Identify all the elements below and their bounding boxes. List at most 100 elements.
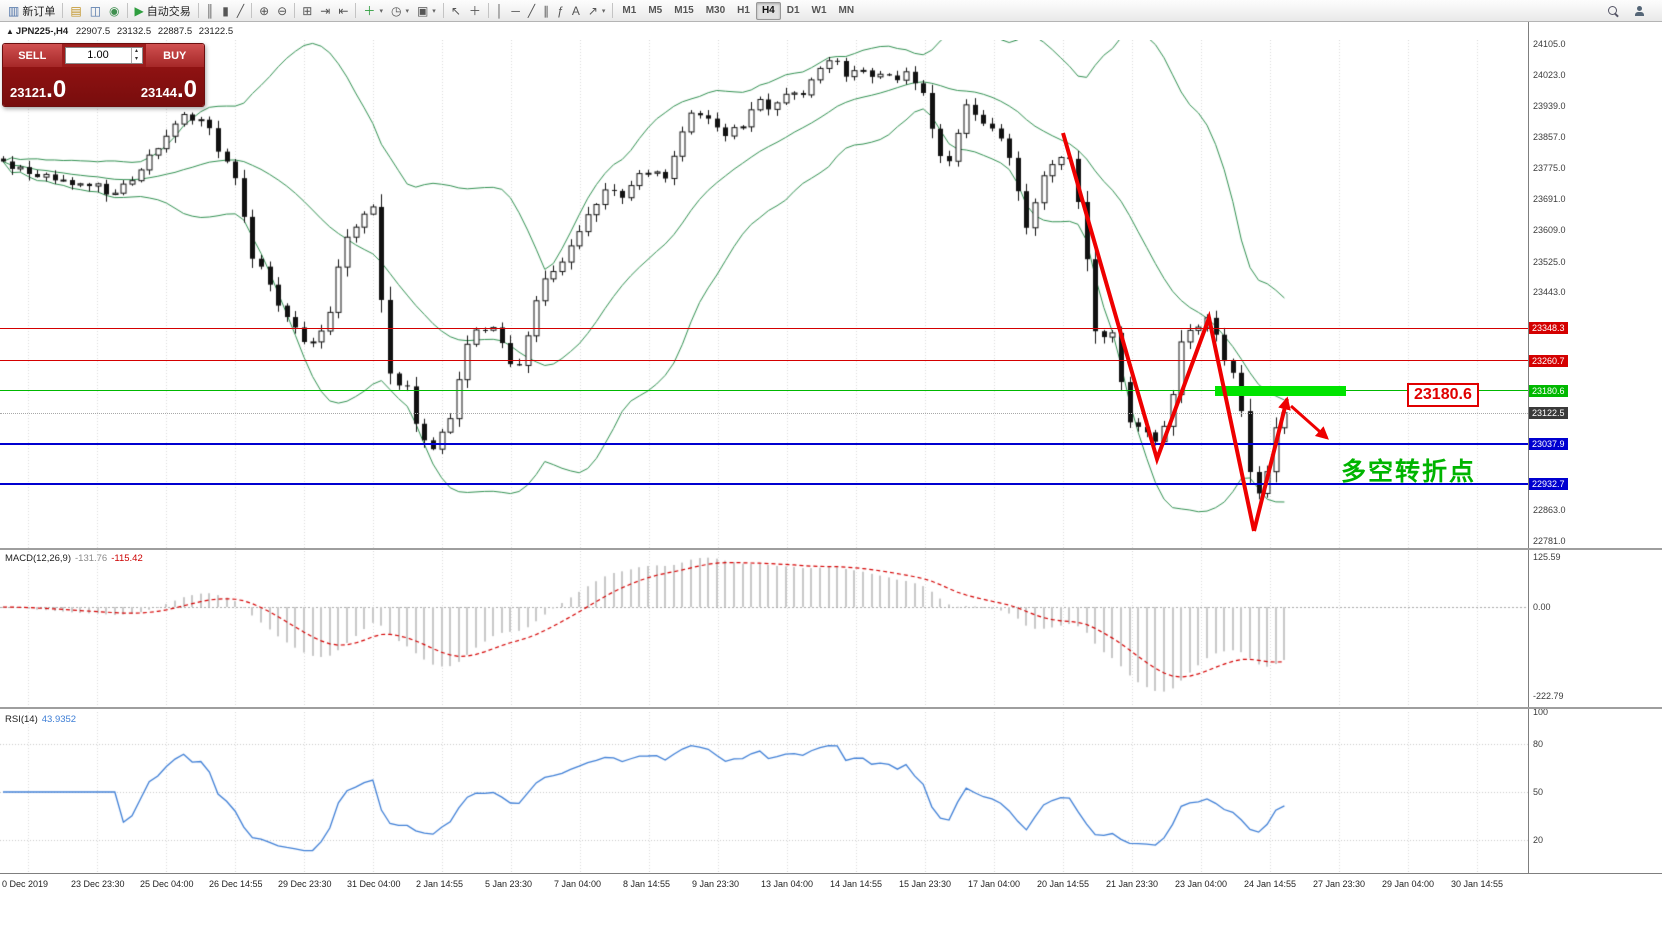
volume-input[interactable]: 1.00 ▴ ▾: [64, 47, 143, 64]
toolbar-separator: [197, 3, 199, 18]
price-tag: 22932.7: [1529, 477, 1568, 490]
rsi-tick: 80: [1533, 739, 1544, 749]
auto-scroll-button[interactable]: ⇥: [316, 1, 334, 20]
time-label: 9 Jan 23:30: [692, 879, 740, 889]
market-watch-button[interactable]: ▤: [66, 1, 85, 20]
horizontal-line-button[interactable]: ─: [507, 1, 524, 20]
support-highlight-bar[interactable]: [1215, 386, 1346, 396]
panel-divider[interactable]: [0, 548, 1662, 550]
time-label: 14 Jan 14:55: [830, 879, 883, 889]
arrows-button[interactable]: ↗ ▾: [584, 1, 610, 20]
time-label: 24 Jan 14:55: [1244, 879, 1297, 889]
price-tag: 23348.3: [1529, 322, 1568, 335]
rsi-panel-canvas[interactable]: [0, 712, 1528, 872]
time-label: 20 Jan 14:55: [1037, 879, 1090, 889]
price-tick: 23691.0: [1533, 194, 1566, 205]
auto-trading-button[interactable]: ▶ 自动交易: [131, 1, 195, 20]
candlestick-chart-button[interactable]: ▮: [218, 1, 233, 20]
horizontal-line-icon: ─: [511, 3, 520, 18]
timeframe-w1-button[interactable]: W1: [811, 5, 827, 16]
time-label: 0 Dec 2019: [2, 879, 49, 889]
buy-price-pips: .0: [176, 76, 197, 103]
symbol-timeframe-label: JPN225-,H4: [15, 26, 69, 37]
time-label: 29 Jan 04:00: [1382, 879, 1435, 889]
navigator-button[interactable]: ◉: [105, 1, 123, 20]
buy-price[interactable]: 23144.0: [141, 76, 197, 103]
ohlc-low: 22887.5: [157, 26, 193, 37]
time-label: 7 Jan 04:00: [554, 879, 602, 889]
timeframe-m5-button[interactable]: M5: [648, 5, 663, 16]
time-label: 15 Jan 23:30: [899, 879, 952, 889]
time-label: 13 Jan 04:00: [761, 879, 814, 889]
hline-23180.6[interactable]: [0, 390, 1528, 391]
spin-down-icon[interactable]: ▾: [134, 55, 138, 62]
panel-divider[interactable]: [0, 707, 1662, 709]
macd-panel-canvas[interactable]: [0, 551, 1528, 707]
timeframe-h4-button[interactable]: H4: [755, 1, 781, 20]
ohlc-high: 23132.5: [116, 26, 152, 37]
macd-tick: 125.59: [1533, 551, 1561, 562]
zoom-in-button[interactable]: ⊕: [255, 1, 273, 20]
timeframe-h1-button[interactable]: H1: [737, 5, 750, 16]
hline-23348.3[interactable]: [0, 328, 1528, 329]
data-window-button[interactable]: ◫: [86, 1, 105, 20]
hline-23260.7[interactable]: [0, 360, 1528, 361]
toolbar-separator: [294, 3, 296, 18]
timeframe-m1-button[interactable]: M1: [622, 5, 637, 16]
hline-22932.7[interactable]: [0, 483, 1528, 485]
toolbar-separator: [355, 3, 357, 18]
cursor-button[interactable]: ↖: [447, 1, 465, 20]
vertical-line-button[interactable]: │: [492, 1, 508, 20]
timeframe-m30-button[interactable]: M30: [705, 5, 726, 16]
line-chart-button[interactable]: ╱: [233, 1, 248, 20]
zoom-out-button[interactable]: ⊖: [273, 1, 291, 20]
chevron-down-icon: ▾: [405, 7, 409, 15]
add-indicator-icon: ＋: [363, 3, 376, 18]
templates-button[interactable]: ▣ ▾: [413, 1, 440, 20]
price-tag: 23260.7: [1529, 354, 1568, 367]
trendline-button[interactable]: ╱: [524, 1, 539, 20]
crosshair-button[interactable]: ＋: [465, 1, 485, 20]
add-indicator-button[interactable]: ＋ ▾: [359, 1, 387, 20]
turning-point-annotation[interactable]: 多空转折点: [1341, 458, 1477, 486]
price-tick: 22863.0: [1533, 505, 1566, 516]
auto-scroll-icon: ⇥: [320, 3, 331, 18]
chart-symbol-info: ▲ JPN225-,H4 22907.5 23132.5 22887.5 2312…: [6, 26, 237, 37]
rsi-tick: 50: [1533, 787, 1544, 797]
candlestick-chart-canvas[interactable]: [0, 40, 1528, 548]
price-axis[interactable]: 24105.0 24023.0 23939.0 23857.0 23775.0 23691…: [1528, 22, 1662, 873]
volume-value[interactable]: 1.00: [87, 49, 109, 61]
chart-shift-button[interactable]: ⇤: [334, 1, 352, 20]
price-tick: 22781.0: [1533, 535, 1566, 546]
toolbar-separator: [126, 3, 128, 18]
spin-up-icon[interactable]: ▴: [134, 48, 138, 54]
tile-windows-icon: ⊞: [302, 3, 313, 18]
sell-button[interactable]: SELL: [3, 44, 62, 67]
price-level-callout[interactable]: 23180.6: [1407, 383, 1479, 407]
bar-chart-button[interactable]: ║: [202, 1, 219, 20]
timeframe-m15-button[interactable]: M15: [674, 5, 694, 16]
toolbar-right-group: [1604, 1, 1658, 20]
hline-23122.5[interactable]: [0, 413, 1528, 414]
market-watch-icon: ▤: [70, 3, 82, 18]
toolbar-separator: [251, 3, 253, 18]
timeframe-mn-button[interactable]: MN: [838, 5, 855, 16]
sell-price[interactable]: 23121.0: [10, 78, 66, 102]
hline-23037.9[interactable]: [0, 443, 1528, 445]
new-order-button[interactable]: ▥ 新订单: [4, 1, 59, 20]
periods-button[interactable]: ◷ ▾: [387, 1, 413, 20]
text-button[interactable]: A: [568, 1, 584, 20]
buy-button[interactable]: BUY: [145, 44, 204, 67]
fibonacci-button[interactable]: ƒ: [553, 1, 568, 20]
search-button[interactable]: [1604, 1, 1622, 20]
macd-name: MACD(12,26,9): [5, 553, 71, 564]
volume-spinner: ▴ ▾: [130, 48, 142, 63]
accounts-button[interactable]: [1630, 1, 1650, 20]
channel-button[interactable]: ∥: [539, 1, 553, 20]
volume-group: 1.00 ▴ ▾: [61, 44, 146, 67]
bar-chart-icon: ║: [205, 3, 215, 18]
time-axis[interactable]: 0 Dec 2019 23 Dec 23:30 25 Dec 04:00 26 Dec…: [0, 873, 1662, 895]
timeframe-d1-button[interactable]: D1: [786, 5, 800, 16]
time-label: 30 Jan 14:55: [1451, 879, 1504, 889]
tile-windows-button[interactable]: ⊞: [298, 1, 316, 20]
